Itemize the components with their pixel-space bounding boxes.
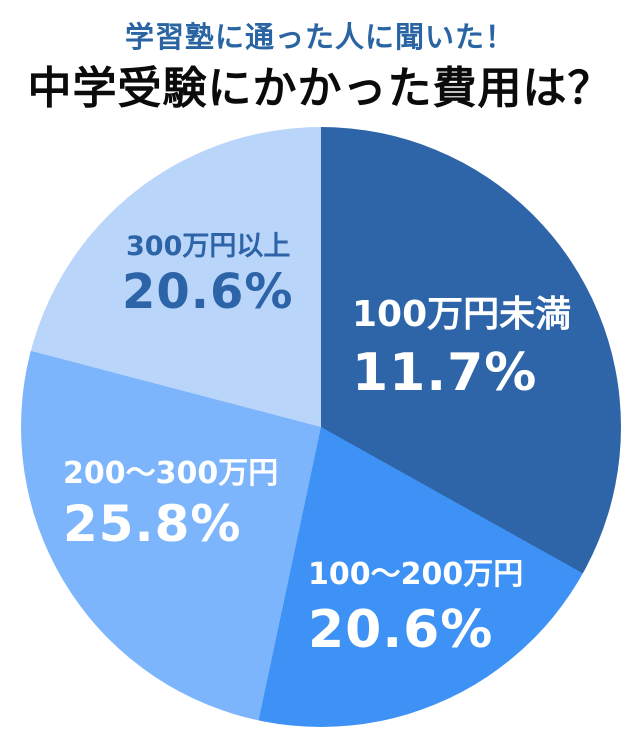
pie-slice-label-200-300man: 200〜300万円 25.8%: [63, 454, 278, 552]
pie-slice-label-under-100man: 100万円未満 11.7%: [352, 292, 571, 402]
slice-category-label: 100万円未満: [352, 294, 572, 335]
chart-title: 中学受験にかかった費用は？: [27, 63, 613, 114]
slice-category-label: 300万円以上: [126, 231, 291, 262]
pie-slice-label-100-200man: 100〜200万円 20.6%: [308, 555, 523, 659]
slice-category-label: 100〜200万円: [308, 557, 524, 592]
chart-subtitle: 学習塾に通った人に聞いた！: [124, 20, 515, 54]
pie-chart: [21, 127, 621, 727]
slice-percent-value: 20.6%: [308, 600, 494, 660]
slice-percent-value: 20.6%: [122, 264, 294, 321]
slice-percent-value: 11.7%: [352, 342, 538, 403]
slice-percent-value: 25.8%: [63, 495, 242, 553]
pie-slice-label-over-300man: 300万円以上 20.6%: [122, 229, 294, 319]
slice-category-label: 200〜300万円: [63, 456, 279, 491]
